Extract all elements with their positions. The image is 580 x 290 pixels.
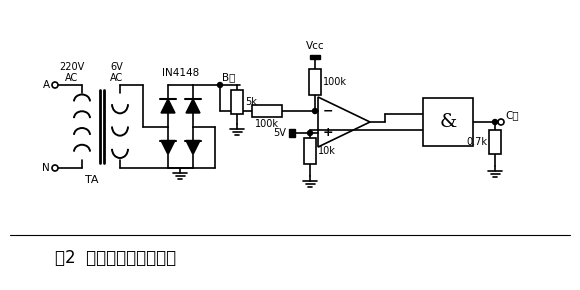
Text: IN4148: IN4148 [162,68,200,78]
Text: A: A [43,80,50,90]
Text: C点: C点 [505,110,519,120]
Text: TA: TA [85,175,99,185]
Bar [304,138,316,164]
Bar [310,55,320,59]
Text: 100k: 100k [323,77,347,87]
Circle shape [492,119,498,124]
Text: 5k: 5k [245,97,257,107]
Text: +: + [323,126,333,139]
Text: −: − [323,104,333,117]
Text: 6V
AC: 6V AC [110,62,124,83]
Text: 0.7k: 0.7k [466,137,487,147]
Bar [423,98,473,146]
Polygon shape [161,99,175,113]
Bar [289,129,295,137]
Text: B点: B点 [222,72,235,82]
Text: 5V: 5V [273,128,286,138]
Polygon shape [186,99,200,113]
Text: 图2  电压过零点检测电路: 图2 电压过零点检测电路 [55,249,176,267]
Text: 220V
AC: 220V AC [59,62,85,83]
Polygon shape [186,140,200,155]
Bar [252,105,282,117]
Circle shape [52,165,58,171]
Circle shape [218,82,223,88]
Text: Vcc: Vcc [306,41,324,51]
Circle shape [52,82,58,88]
Bar [489,130,501,154]
Bar [309,69,321,95]
Circle shape [313,108,317,113]
Polygon shape [161,140,175,155]
Text: 100k: 100k [255,119,279,129]
Circle shape [307,130,313,135]
Circle shape [498,119,504,125]
Text: 10k: 10k [318,146,336,156]
Text: &: & [439,113,456,131]
Bar [231,90,243,114]
Text: N: N [42,163,50,173]
